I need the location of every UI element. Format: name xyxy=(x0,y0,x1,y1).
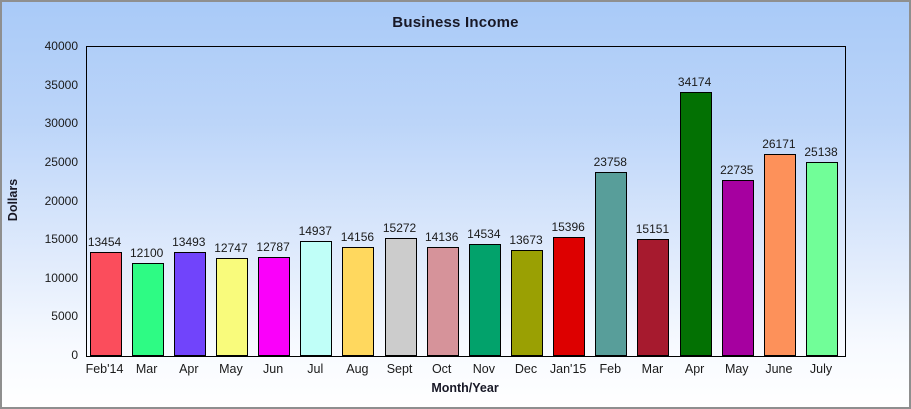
bar xyxy=(89,252,122,356)
x-tick-label: May xyxy=(219,362,243,376)
x-tick-label: Apr xyxy=(179,362,199,376)
bar-value-label: 13673 xyxy=(509,233,543,247)
y-tick-label: 15000 xyxy=(44,232,78,247)
bar xyxy=(173,252,206,356)
y-tick-label: 35000 xyxy=(44,77,78,92)
x-tick-label: Mar xyxy=(135,362,158,376)
x-tick-label: Jun xyxy=(263,362,284,376)
bar-value-label: 26171 xyxy=(762,137,796,151)
bar xyxy=(426,247,459,356)
bar-value-label: 12100 xyxy=(129,246,164,260)
plot-area xyxy=(86,46,846,357)
y-tick-label: 0 xyxy=(71,348,78,362)
bar-value-label: 23758 xyxy=(593,155,627,169)
bar xyxy=(258,257,291,356)
bar xyxy=(806,162,839,356)
bar xyxy=(721,180,754,356)
bar-value-label: 15272 xyxy=(382,221,417,235)
x-tick-label: Apr xyxy=(684,362,705,376)
bar xyxy=(131,263,164,356)
x-tick-label: Jul xyxy=(307,362,324,376)
chart-title: Business Income xyxy=(392,14,519,31)
x-tick-label: June xyxy=(765,362,793,376)
bar-value-label: 14156 xyxy=(340,230,375,244)
x-tick-label: Feb xyxy=(599,362,622,376)
bar xyxy=(300,241,333,356)
y-tick-label: 25000 xyxy=(44,154,78,169)
y-tick-label: 30000 xyxy=(44,116,78,131)
x-axis-label: Month/Year xyxy=(431,381,499,395)
bar xyxy=(595,172,628,356)
y-tick-label: 40000 xyxy=(44,39,78,53)
x-tick-label: Aug xyxy=(346,362,369,376)
bar-value-label: 14534 xyxy=(467,227,501,241)
x-tick-label: Feb'14 xyxy=(85,362,124,376)
bar-value-label: 13454 xyxy=(87,235,122,249)
bar xyxy=(384,238,417,356)
y-tick-label: 20000 xyxy=(44,193,78,208)
x-tick-label: Oct xyxy=(431,362,452,376)
bar xyxy=(553,237,586,356)
bar-value-label: 12787 xyxy=(256,240,290,254)
bar-value-label: 22735 xyxy=(720,163,754,177)
bar-value-label: 25138 xyxy=(804,145,838,159)
bar-value-label: 14136 xyxy=(425,230,459,244)
x-tick-label: Mar xyxy=(641,362,664,376)
bar-value-label: 15151 xyxy=(635,222,670,236)
bar xyxy=(763,154,796,356)
bar xyxy=(215,258,248,356)
bar xyxy=(511,250,543,356)
x-tick-label: Dec xyxy=(514,362,538,376)
bar xyxy=(679,92,712,356)
bar xyxy=(637,239,670,356)
bar-value-label: 15396 xyxy=(551,220,585,234)
x-tick-label: May xyxy=(724,362,749,376)
bar-value-label: 14937 xyxy=(298,224,332,238)
bar-value-label: 12747 xyxy=(214,241,248,255)
bar-value-label: 34174 xyxy=(677,75,712,89)
bar xyxy=(342,247,375,356)
x-tick-label: July xyxy=(809,362,833,376)
y-tick-label: 10000 xyxy=(44,270,78,285)
x-tick-label: Sept xyxy=(386,362,413,376)
bar xyxy=(468,244,501,356)
x-tick-label: Nov xyxy=(472,362,495,376)
x-tick-label: Jan'15 xyxy=(549,362,587,376)
y-tick-label: 5000 xyxy=(51,309,78,324)
bar-value-label: 13493 xyxy=(172,235,206,249)
